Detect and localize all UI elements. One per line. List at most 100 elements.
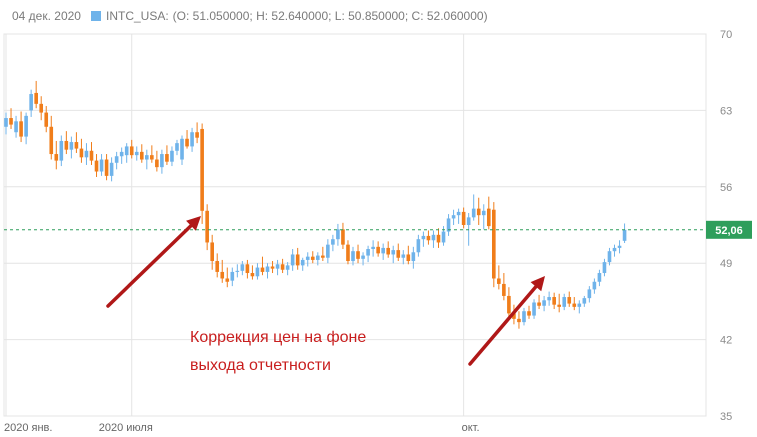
candle-body xyxy=(160,154,164,168)
candle xyxy=(150,145,154,163)
candle xyxy=(185,130,189,149)
candle-body xyxy=(145,155,149,160)
candle-body xyxy=(401,254,406,258)
candle xyxy=(104,154,109,181)
candle xyxy=(567,291,572,307)
y-tick-label: 35 xyxy=(720,411,732,423)
candle-body xyxy=(371,246,375,250)
candle-body xyxy=(250,273,255,277)
candle xyxy=(124,143,129,163)
candle-body xyxy=(391,250,396,255)
candle-body xyxy=(562,297,567,307)
candle xyxy=(220,259,225,283)
candle-body xyxy=(557,304,561,307)
candle-body xyxy=(245,264,250,274)
candle-body xyxy=(210,242,214,262)
candle xyxy=(285,262,290,276)
candle-body xyxy=(300,259,305,266)
candle-body xyxy=(109,162,114,176)
candle-body xyxy=(567,297,572,304)
candle xyxy=(547,291,551,306)
candle xyxy=(260,256,265,276)
candle xyxy=(180,135,184,165)
candle xyxy=(4,112,8,135)
candle-body xyxy=(9,118,13,125)
candle-body xyxy=(517,318,521,323)
chart-grid xyxy=(3,33,707,417)
candle xyxy=(175,139,179,156)
candle-body xyxy=(44,112,49,127)
candle xyxy=(532,299,536,319)
candle xyxy=(230,267,235,287)
candle-body xyxy=(24,115,28,137)
candle xyxy=(145,149,149,170)
candle xyxy=(321,246,325,262)
arrow-1-head xyxy=(186,216,201,231)
candle-body xyxy=(79,148,84,158)
candle xyxy=(597,269,602,287)
candle xyxy=(265,263,270,279)
candle-body xyxy=(225,278,230,282)
candle xyxy=(486,196,491,230)
candle xyxy=(89,142,94,165)
candle-body xyxy=(139,151,144,160)
candle xyxy=(507,287,511,318)
y-axis: 35 42 49 56 63 70 xyxy=(720,29,732,423)
candle xyxy=(190,127,194,152)
candle xyxy=(587,286,592,303)
candle-body xyxy=(532,302,536,316)
x-tick-label: 2020 июля xyxy=(99,422,153,434)
candle xyxy=(451,209,456,225)
candle-body xyxy=(64,140,69,150)
candle-body xyxy=(602,262,607,274)
candle xyxy=(562,293,567,311)
candle xyxy=(310,251,315,264)
candle-body xyxy=(572,303,577,307)
arrow-1 xyxy=(106,223,193,308)
candle-body xyxy=(577,303,582,307)
candle-body xyxy=(366,249,370,256)
candle-body xyxy=(114,156,119,163)
y-tick-label: 42 xyxy=(720,335,732,347)
candle-body xyxy=(522,311,526,323)
candle xyxy=(577,300,582,314)
candle-body xyxy=(285,265,290,270)
candle-body xyxy=(436,234,441,243)
candle-body xyxy=(587,289,592,299)
candle-body xyxy=(29,94,33,111)
candle-body xyxy=(124,146,129,156)
candle xyxy=(381,243,385,260)
candle xyxy=(69,136,74,159)
candle-body xyxy=(260,267,265,272)
candle xyxy=(225,267,230,288)
candle-body xyxy=(441,231,446,243)
y-tick-label: 70 xyxy=(720,29,732,41)
candle-body xyxy=(39,103,44,113)
candle xyxy=(361,252,365,266)
candle-body xyxy=(129,146,134,156)
candle-body xyxy=(512,313,516,319)
candle-body xyxy=(351,251,355,262)
candle-body xyxy=(265,266,270,272)
arrow-2 xyxy=(468,284,538,366)
annotation-arrows xyxy=(106,216,545,366)
y-tick-label: 56 xyxy=(720,182,732,194)
candle-body xyxy=(150,155,154,160)
candle xyxy=(59,135,64,167)
candle-body xyxy=(346,244,350,262)
candle-body xyxy=(597,273,602,282)
candle xyxy=(461,207,466,229)
candle xyxy=(49,115,54,160)
candle-body xyxy=(471,208,476,218)
candle-body xyxy=(155,159,159,168)
candle-body xyxy=(617,245,622,248)
candle-body xyxy=(537,302,541,306)
candle-body xyxy=(446,218,451,232)
candle-body xyxy=(326,244,330,258)
candle xyxy=(210,234,214,270)
candle xyxy=(441,226,446,246)
candle-body xyxy=(476,208,481,216)
candle xyxy=(139,144,144,163)
candle-body xyxy=(406,254,411,262)
candle-body xyxy=(386,247,391,255)
